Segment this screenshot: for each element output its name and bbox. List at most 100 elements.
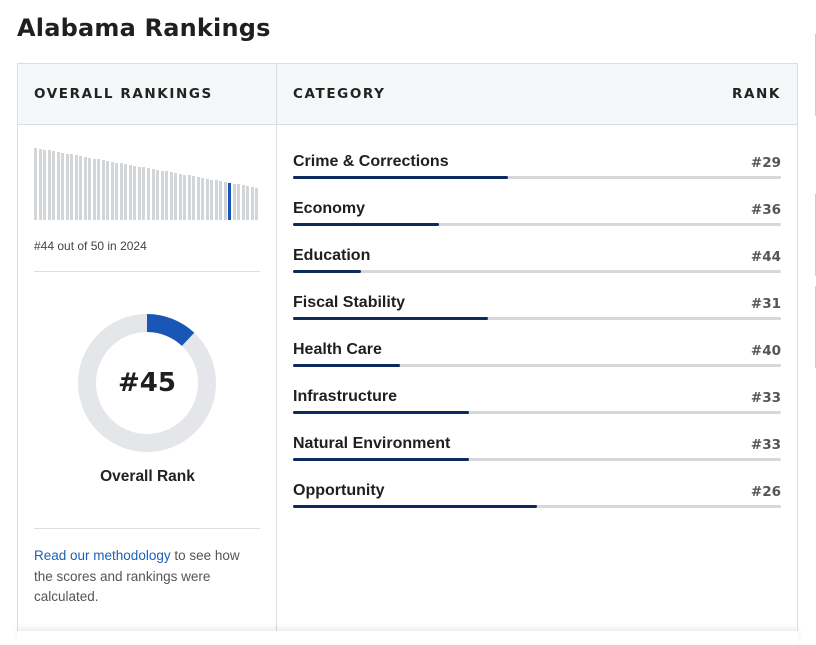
category-name: Fiscal Stability (293, 294, 406, 311)
rank-history-bar (38, 148, 42, 220)
category-bar-fill (293, 505, 537, 508)
category-bar-track (293, 223, 781, 226)
rank-history-bar-current (228, 182, 232, 220)
category-bar-track (293, 176, 781, 179)
donut-arc (78, 314, 216, 452)
rank-history-bar (196, 177, 200, 220)
rank-history-bar (192, 176, 196, 220)
page-title: Alabama Rankings (17, 14, 271, 42)
rank-history-bar (205, 178, 209, 220)
rankings-panel: OVERALL RANKINGS #44 out of 50 in 2024 #… (17, 63, 798, 645)
category-bar-track (293, 411, 781, 414)
overall-rank-value: #45 (118, 368, 176, 398)
rank-history-bar (187, 175, 191, 220)
rank-history-bar (115, 162, 119, 220)
rank-history-bar (83, 156, 87, 220)
category-row-fiscal-stability[interactable]: Fiscal Stability #31 (293, 294, 781, 341)
category-bar-track (293, 317, 781, 320)
rank-column-label: RANK (731, 86, 781, 102)
rank-history-bar (106, 160, 110, 220)
rank-history-bar (65, 153, 69, 220)
rank-history-bar (160, 170, 164, 220)
rank-history-bar (201, 177, 205, 220)
overall-rankings-header: OVERALL RANKINGS (18, 64, 276, 125)
rank-history-bar (92, 158, 96, 220)
category-bar-track (293, 270, 781, 273)
rank-history-bar (255, 187, 259, 220)
rank-history-bar (151, 169, 155, 220)
category-rank: #26 (750, 484, 781, 500)
rank-history-bar (214, 180, 218, 220)
category-name: Education (293, 247, 371, 264)
divider (34, 528, 260, 529)
rank-history-bar (219, 181, 223, 220)
rank-history-bar (52, 151, 56, 220)
category-bar-fill (293, 317, 489, 320)
category-rankings-column: CATEGORY RANK Crime & Corrections #29 Ec… (277, 64, 797, 645)
overall-rank-label: Overall Rank (100, 468, 195, 485)
rank-history-bar (183, 174, 187, 220)
category-bar-fill (293, 223, 440, 226)
category-name: Health Care (293, 341, 382, 358)
methodology-note: Read our methodology to see how the scor… (34, 546, 260, 608)
overall-rankings-column: OVERALL RANKINGS #44 out of 50 in 2024 #… (18, 64, 277, 645)
rank-history-bar (43, 149, 47, 220)
rank-history-bar (178, 173, 182, 220)
category-bar-fill (293, 176, 508, 179)
rank-history-bar (128, 164, 132, 220)
category-rank: #33 (750, 437, 781, 453)
category-row-crime[interactable]: Crime & Corrections #29 (293, 153, 781, 200)
category-name: Opportunity (293, 482, 385, 499)
rank-history-bar (74, 155, 78, 220)
rank-history-bar (142, 167, 146, 220)
category-rank: #36 (750, 202, 781, 218)
rank-history-bar (210, 179, 214, 220)
rank-history-bar (79, 156, 83, 220)
category-row-infrastructure[interactable]: Infrastructure #33 (293, 388, 781, 435)
next-section-card (17, 631, 798, 645)
rank-history-bar (232, 183, 236, 220)
rank-history-bar (70, 154, 74, 220)
category-row-education[interactable]: Education #44 (293, 247, 781, 294)
divider (34, 271, 260, 272)
rank-history-bar (237, 184, 241, 220)
rank-history-bar (133, 165, 137, 220)
category-bar-fill (293, 364, 401, 367)
rank-history-bar (156, 169, 160, 220)
category-rank: #44 (750, 249, 781, 265)
rank-history-bar (223, 181, 227, 220)
donut-ring (78, 314, 216, 452)
category-row-natural-environment[interactable]: Natural Environment #33 (293, 435, 781, 482)
rank-history-bar (246, 185, 250, 220)
category-rank: #40 (750, 343, 781, 359)
category-bar-track (293, 458, 781, 461)
category-bar-fill (293, 411, 469, 414)
category-name: Crime & Corrections (293, 153, 449, 170)
rank-history-bar (110, 161, 114, 220)
category-name: Infrastructure (293, 388, 398, 405)
category-bar-fill (293, 458, 469, 461)
methodology-text: to see how the scores and rankings were … (34, 548, 240, 604)
rank-history-chart (34, 148, 260, 220)
category-rank: #33 (750, 390, 781, 406)
rank-history-bar (165, 171, 169, 220)
category-row-opportunity[interactable]: Opportunity #26 (293, 482, 781, 529)
rank-history-bar (47, 150, 51, 220)
category-row-economy[interactable]: Economy #36 (293, 200, 781, 247)
category-bar-fill (293, 270, 362, 273)
methodology-link[interactable]: Read our methodology (34, 548, 171, 563)
overall-rank-donut: #45 (76, 312, 218, 454)
category-rank: #29 (750, 155, 781, 171)
category-column-label: CATEGORY (293, 86, 386, 102)
rank-history-bar (147, 168, 150, 220)
category-rank: #31 (750, 296, 781, 312)
rank-history-bar (119, 163, 123, 220)
rank-history-bar (56, 152, 60, 220)
rank-history-bar (241, 185, 245, 220)
category-row-health-care[interactable]: Health Care #40 (293, 341, 781, 388)
rank-history-bar (101, 160, 105, 220)
rank-history-bar (124, 164, 128, 220)
category-name: Natural Environment (293, 435, 451, 452)
rank-history-bar (137, 166, 141, 220)
category-header: CATEGORY RANK (277, 64, 797, 125)
